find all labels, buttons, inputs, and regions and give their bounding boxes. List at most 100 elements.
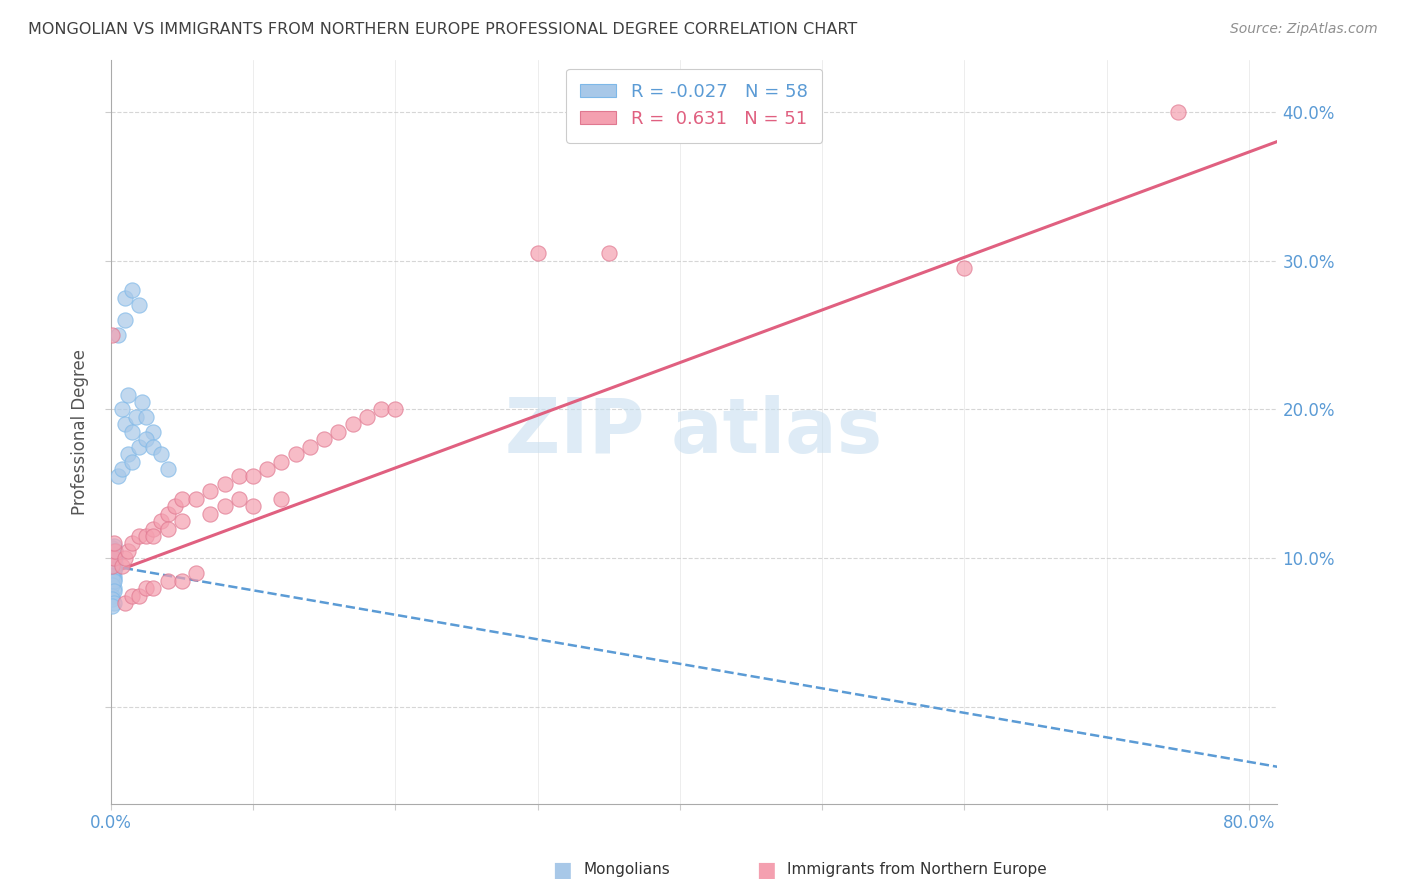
Point: [101, 551, 124, 566]
Point: [111, 462, 134, 476]
Point: [101, 558, 124, 573]
Point: [103, 544, 125, 558]
Point: [101, 554, 124, 568]
Point: [163, 500, 186, 514]
Point: [114, 596, 136, 610]
Point: [242, 469, 264, 483]
Text: ■: ■: [553, 860, 572, 880]
Point: [298, 440, 321, 454]
Point: [170, 514, 193, 528]
Text: ZIP atlas: ZIP atlas: [506, 395, 883, 469]
Point: [156, 574, 179, 588]
Point: [104, 558, 127, 572]
Point: [135, 432, 157, 446]
Point: [598, 246, 620, 260]
Point: [314, 432, 336, 446]
Y-axis label: Professional Degree: Professional Degree: [72, 349, 89, 515]
Point: [107, 328, 129, 343]
Point: [121, 425, 143, 439]
Point: [101, 547, 124, 561]
Point: [228, 469, 250, 483]
Point: [103, 569, 125, 583]
Point: [142, 529, 165, 543]
Point: [370, 402, 392, 417]
Point: [200, 507, 222, 521]
Point: [101, 574, 124, 588]
Point: [101, 566, 124, 581]
Point: [270, 491, 292, 506]
Point: [228, 491, 250, 506]
Point: [1167, 104, 1189, 119]
Point: [128, 589, 150, 603]
Point: [103, 540, 125, 554]
Point: [103, 581, 125, 595]
Point: [101, 541, 124, 555]
Point: [103, 544, 125, 558]
Point: [121, 454, 143, 468]
Point: [270, 454, 292, 468]
Point: [111, 558, 134, 573]
Point: [135, 581, 157, 595]
Point: [114, 417, 136, 432]
Text: Source: ZipAtlas.com: Source: ZipAtlas.com: [1230, 22, 1378, 37]
Point: [101, 591, 124, 606]
Point: [101, 547, 124, 561]
Point: [142, 440, 165, 454]
Point: [156, 522, 179, 536]
Point: [103, 563, 125, 577]
Point: [128, 298, 150, 312]
Point: [101, 551, 124, 566]
Point: [200, 484, 222, 499]
Point: [104, 544, 127, 558]
Point: [128, 529, 150, 543]
Point: [103, 596, 125, 610]
Point: [142, 425, 165, 439]
Point: [142, 581, 165, 595]
Point: [103, 574, 125, 588]
Text: Mongolians: Mongolians: [583, 863, 671, 877]
Point: [114, 291, 136, 305]
Point: [103, 549, 125, 563]
Point: [121, 284, 143, 298]
Point: [101, 328, 124, 343]
Point: [101, 599, 124, 613]
Point: [184, 566, 207, 581]
Point: [135, 529, 157, 543]
Point: [156, 462, 179, 476]
Point: [156, 507, 179, 521]
Point: [101, 566, 124, 581]
Point: [526, 246, 548, 260]
Point: [117, 447, 139, 461]
Point: [128, 440, 150, 454]
Point: [111, 402, 134, 417]
Point: [170, 574, 193, 588]
Point: [142, 522, 165, 536]
Point: [103, 558, 125, 573]
Point: [170, 491, 193, 506]
Point: [256, 462, 278, 476]
Point: [131, 395, 153, 409]
Point: [114, 551, 136, 566]
Point: [384, 402, 406, 417]
Point: [101, 576, 124, 591]
Point: [121, 589, 143, 603]
Point: [135, 409, 157, 424]
Point: [103, 584, 125, 599]
Point: [342, 417, 364, 432]
Point: [242, 500, 264, 514]
Point: [117, 387, 139, 401]
Point: [101, 554, 124, 568]
Point: [149, 514, 172, 528]
Point: [103, 572, 125, 586]
Point: [101, 558, 124, 573]
Point: [104, 551, 127, 566]
Point: [149, 447, 172, 461]
Text: MONGOLIAN VS IMMIGRANTS FROM NORTHERN EUROPE PROFESSIONAL DEGREE CORRELATION CHA: MONGOLIAN VS IMMIGRANTS FROM NORTHERN EU…: [28, 22, 858, 37]
Point: [107, 469, 129, 483]
Point: [103, 563, 125, 577]
Point: [101, 589, 124, 603]
Point: [101, 569, 124, 583]
Point: [103, 536, 125, 550]
Point: [103, 551, 125, 566]
Point: [121, 536, 143, 550]
